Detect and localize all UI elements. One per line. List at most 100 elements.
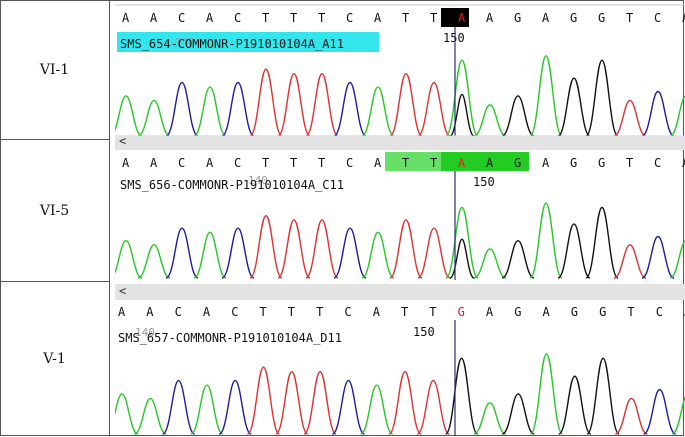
trace-peak-secondary [449, 93, 475, 137]
base-letter: C [346, 11, 353, 25]
base-sequence: AACACTTTCATTAAGAGGTCA [122, 156, 685, 170]
trace-peak [444, 357, 479, 435]
trace-peak [585, 206, 619, 279]
trace-peak [416, 379, 450, 435]
sample-label-cell-2: VI-5 [0, 140, 110, 281]
trace-peak [501, 393, 535, 435]
scrollbar[interactable]: < [115, 134, 685, 150]
trace-peak [388, 370, 422, 435]
variant-highlight [441, 152, 529, 171]
base-letter: A [118, 305, 126, 319]
base-letter: C [234, 11, 241, 25]
trace-peak [445, 59, 479, 137]
trace-peak [275, 370, 309, 435]
trace-peak [303, 370, 337, 435]
base-letter: T [401, 305, 408, 319]
trace-peak [361, 231, 395, 279]
sample-label-cell-3: V-1 [0, 282, 110, 436]
base-letter: G [599, 305, 606, 319]
chromatogram-panel-2: A A C A C T T T C A T T A A G A G G T C A 140 SMS_656-COMMON… [115, 150, 685, 280]
base-letter: C [231, 305, 238, 319]
base-letter: A [373, 305, 381, 319]
scroll-left-icon[interactable]: < [119, 134, 127, 148]
base-letter: C [175, 305, 182, 319]
trace-peak [333, 81, 367, 137]
trace-peak [557, 223, 591, 279]
trace-peak [133, 397, 167, 435]
base-letter: A [682, 11, 685, 25]
scroll-left-icon[interactable]: < [119, 284, 127, 298]
trace-peak [643, 388, 677, 435]
sample-name-highlight [117, 32, 379, 52]
base-letter: G [571, 305, 578, 319]
trace-peak [473, 104, 507, 137]
base-letter: A [486, 305, 494, 319]
sample-label: VI-5 [39, 202, 70, 219]
base-letter: C [346, 156, 353, 170]
base-letter: A [206, 156, 214, 170]
trace-peak [529, 55, 563, 137]
trace-peak [615, 397, 648, 435]
trace-peak [165, 227, 199, 279]
trace-peak [417, 227, 451, 279]
trace-peak [586, 357, 620, 435]
sample-label: V-1 [43, 351, 66, 367]
base-letter: T [430, 156, 437, 170]
base-letter: T [429, 305, 436, 319]
position-label: 150 [413, 325, 435, 339]
scrollbar[interactable]: < [115, 284, 685, 300]
base-letter: T [262, 11, 269, 25]
trace-peak [613, 99, 647, 137]
trace-peak [529, 202, 563, 279]
chromatogram-svg: A A C A C T T T C A T T A A G A G G T C A 140 SMS_654-COMMON… [115, 4, 685, 138]
row-divider [0, 139, 110, 140]
chromatogram-panel-3: AACACTTTCATTGAGAGGTCA 140 SMS_657-COMMON… [115, 300, 685, 436]
trace-peak [137, 244, 171, 279]
base-letter: T [430, 11, 437, 25]
trace-peak [332, 379, 365, 435]
sample-label: VI-1 [39, 61, 70, 78]
variant-highlight-light [385, 152, 441, 171]
base-letter: C [656, 305, 663, 319]
row-divider [0, 281, 110, 282]
base-letter: G [514, 305, 521, 319]
base-letter: A [374, 156, 382, 170]
sample-name: SMS_657-COMMONR-P191010104A_D11 [118, 331, 342, 345]
trace-peak [221, 227, 255, 279]
base-letter: A [203, 305, 211, 319]
base-letter: A [146, 305, 154, 319]
trace-peak [193, 231, 227, 279]
base-letter: G [570, 156, 577, 170]
trace-peak [389, 219, 423, 279]
base-letter: T [318, 11, 325, 25]
chromatogram-svg: AACACTTTCATTGAGAGGTCA 140 SMS_657-COMMON… [115, 305, 685, 436]
trace-peak [557, 77, 591, 137]
trace-peak [473, 248, 507, 279]
trace-peak [305, 219, 339, 279]
trace-peak-secondary [449, 238, 475, 279]
trace-peak [246, 366, 281, 435]
trace-peak [137, 99, 171, 137]
base-letter: T [402, 11, 409, 25]
trace-peak [585, 59, 619, 137]
base-sequence: AACACTTTCATTGAGAGGTCA [118, 305, 685, 319]
base-letter: T [288, 305, 295, 319]
trace-curves [115, 202, 685, 279]
base-letter: G [514, 156, 521, 170]
trace-peak [360, 384, 394, 435]
trace-peak [361, 86, 395, 137]
trace-peak [389, 72, 423, 137]
base-letter: T [627, 305, 634, 319]
trace-peak [221, 81, 255, 137]
trace-peak [115, 239, 143, 279]
base-letter: A [542, 11, 550, 25]
base-letter: G [458, 305, 465, 319]
base-letter: A [374, 11, 382, 25]
trace-peak [249, 215, 283, 279]
trace-peak [193, 86, 227, 137]
faded-position-number: 140 [248, 174, 268, 187]
selected-base-highlight [441, 8, 469, 27]
base-letter: C [234, 156, 241, 170]
chromatogram-svg: A A C A C T T T C A T T A A G A G G T C A 140 SMS_656-COMMON… [115, 152, 685, 280]
